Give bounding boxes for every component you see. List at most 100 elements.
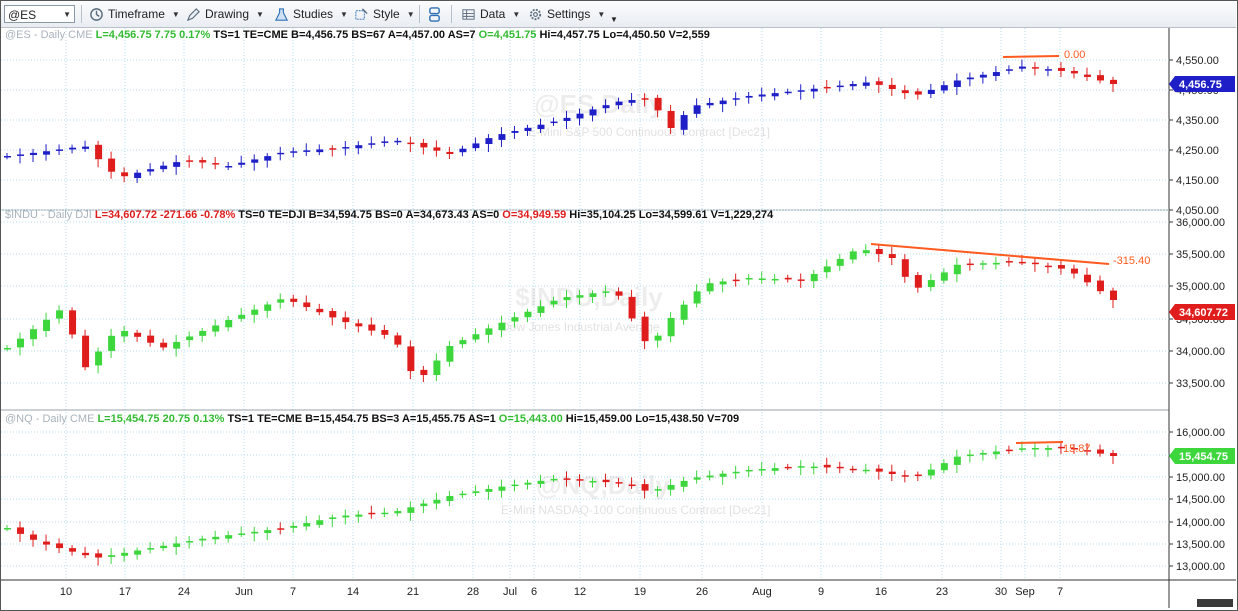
candle: [225, 162, 233, 171]
candle: [550, 296, 558, 308]
candle: [342, 311, 350, 330]
candle: [615, 97, 623, 110]
info-field: TE=DJI: [265, 209, 306, 221]
candle: [472, 137, 480, 152]
candle: [212, 530, 220, 545]
candle: [433, 492, 441, 510]
candle: [1110, 450, 1117, 464]
studies-menu[interactable]: Studies ▼: [274, 4, 348, 24]
candle: [511, 479, 519, 492]
info-field: Lo=34,599.61: [636, 209, 708, 221]
candle: [394, 137, 402, 146]
candle: [589, 290, 597, 303]
style-menu[interactable]: Style ▼: [354, 4, 415, 24]
info-field: TS=0: [235, 209, 265, 221]
candle: [303, 516, 311, 531]
toolbar-overflow-chevron-icon[interactable]: ▼: [610, 14, 618, 24]
candle: [459, 490, 467, 499]
chevron-down-icon: ▼: [171, 9, 180, 19]
timeframe-label: Timeframe: [108, 7, 165, 21]
drawing-menu[interactable]: Drawing ▼: [186, 4, 264, 24]
info-field: Hi=15,459.00: [563, 413, 632, 425]
info-field: Lo=15,438.50: [632, 413, 704, 425]
info-field: B=15,454.75: [302, 413, 368, 425]
info-field: BS=3: [368, 413, 399, 425]
candle: [147, 163, 155, 176]
time-scrollbar[interactable]: [1197, 599, 1233, 607]
toolbar-divider: [419, 5, 420, 23]
candle: [524, 308, 532, 323]
candle: [472, 328, 480, 343]
candle: [563, 110, 571, 129]
y-tick-label: 35,000.00: [1176, 281, 1225, 293]
candle: [485, 324, 493, 343]
info-field: TE=CME: [240, 29, 288, 41]
info-field: A=4,457.00: [385, 29, 445, 41]
trendline[interactable]: [1015, 441, 1064, 444]
symbol-input[interactable]: @ES ▼: [4, 5, 75, 23]
y-tick-label: 33,500.00: [1176, 378, 1225, 390]
info-field: L=4,456.75: [93, 29, 152, 41]
candle: [251, 526, 259, 542]
candle: [446, 341, 454, 367]
info-field: Hi=35,104.25: [566, 209, 635, 221]
candle: [901, 254, 909, 283]
candle: [1083, 443, 1091, 456]
candle: [1070, 66, 1078, 79]
info-field: 0.13%: [190, 413, 224, 425]
candle: [186, 331, 194, 348]
candle: [1044, 262, 1052, 274]
candle: [225, 531, 233, 543]
info-field: L=15,454.75: [94, 413, 159, 425]
candle: [732, 92, 740, 106]
x-tick-label: 10: [60, 586, 72, 598]
candle: [1070, 444, 1078, 454]
watermark-symbol: @ES,Daily: [534, 89, 664, 119]
candle: [43, 144, 51, 161]
last-price-value: 34,607.72: [1179, 307, 1228, 319]
chevron-down-icon[interactable]: ▼: [63, 10, 71, 19]
timeframe-menu[interactable]: Timeframe ▼: [89, 4, 180, 24]
candle: [875, 464, 883, 480]
candle: [810, 269, 818, 289]
candle: [1044, 66, 1052, 77]
chevron-down-icon: ▼: [406, 9, 415, 19]
info-field: AS=7: [445, 29, 475, 41]
candle: [264, 301, 272, 318]
candle: [628, 93, 636, 106]
trendline-value-label: 15.87: [1063, 443, 1091, 455]
candle: [1057, 61, 1065, 77]
chevron-down-icon: ▼: [340, 9, 348, 19]
candle: [30, 530, 38, 547]
candle: [17, 332, 25, 356]
candle: [368, 317, 376, 336]
x-tick-label: 23: [936, 586, 948, 598]
trendline[interactable]: [1002, 55, 1060, 58]
candle: [862, 463, 870, 474]
candle: [875, 77, 883, 93]
candle: [251, 154, 259, 171]
settings-menu[interactable]: Settings ▼: [528, 4, 605, 24]
candle: [732, 273, 740, 287]
last-price-tag: [1169, 76, 1235, 92]
info-field: 0.17%: [176, 29, 210, 41]
chart-area[interactable]: @ES,Daily E-Mini S&P 500 Continuous Contr…: [1, 28, 1236, 608]
candle: [69, 144, 77, 154]
x-tick-label: Sep: [1015, 586, 1035, 598]
link-chain-button[interactable]: [427, 4, 442, 24]
candle: [82, 546, 90, 559]
trendline[interactable]: [870, 243, 1110, 265]
candle: [719, 470, 727, 485]
data-menu[interactable]: Data ▼: [461, 4, 520, 24]
info-field: V=2,559: [665, 29, 709, 41]
candle: [927, 83, 935, 98]
x-tick-label: Jul: [503, 586, 517, 598]
candle: [745, 465, 753, 478]
candle: [108, 328, 116, 358]
candle: [914, 272, 922, 293]
candle: [940, 459, 948, 474]
candle: [706, 470, 714, 481]
candle: [537, 300, 545, 317]
info-field: TS=1: [224, 413, 254, 425]
candle: [186, 155, 194, 168]
